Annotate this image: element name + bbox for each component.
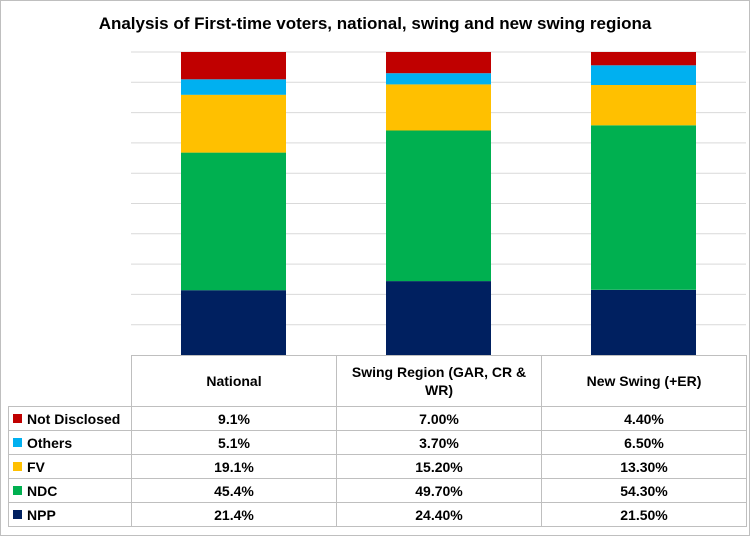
bar-segment-others	[591, 65, 696, 85]
legend-label: FV	[27, 458, 45, 475]
data-label: 19.1%	[131, 454, 337, 479]
legend-label: Others	[27, 434, 73, 451]
data-label: 3.70%	[336, 430, 542, 455]
bar-segment-not-disclosed	[386, 52, 491, 74]
legend-entry-others: Others	[8, 430, 132, 455]
bar-segment-fv	[591, 85, 696, 126]
table-row-others: Others 5.1% 3.70% 6.50%	[8, 430, 747, 455]
table-body: Not Disclosed 9.1% 7.00% 4.40% Others 5.1% 3.7…	[8, 406, 747, 527]
stacked-bars	[181, 52, 696, 355]
data-label: 45.4%	[131, 478, 337, 503]
legend-key-fv	[13, 462, 22, 472]
bar-segment-npp	[591, 289, 696, 355]
data-label: 54.30%	[541, 478, 747, 503]
data-label: 5.1%	[131, 430, 337, 455]
data-label: 13.30%	[541, 454, 747, 479]
table-header-row: National Swing Region (GAR, CR & WR) New…	[8, 355, 747, 407]
table-row-ndc: NDC 45.4% 49.70% 54.30%	[8, 478, 747, 503]
bar-segment-npp	[181, 290, 286, 355]
legend-entry-not-disclosed: Not Disclosed	[8, 406, 132, 431]
bar-segment-fv	[386, 84, 491, 131]
table-row-fv: FV 19.1% 15.20% 13.30%	[8, 454, 747, 479]
legend-key-not-disclosed	[13, 414, 22, 424]
table-corner-cell	[8, 355, 132, 407]
legend-entry-ndc: NDC	[8, 478, 132, 503]
data-label: 49.70%	[336, 478, 542, 503]
data-label: 21.4%	[131, 502, 337, 527]
data-label: 7.00%	[336, 406, 542, 431]
bar-segment-npp	[386, 281, 491, 355]
bar-segment-not-disclosed	[181, 52, 286, 80]
legend-key-npp	[13, 510, 22, 520]
chart-title: Analysis of First-time voters, national,…	[98, 14, 652, 33]
data-label: 4.40%	[541, 406, 747, 431]
table-row-not-disclosed: Not Disclosed 9.1% 7.00% 4.40%	[8, 406, 747, 431]
bar-segment-not-disclosed	[591, 52, 696, 66]
legend-key-others	[13, 438, 22, 448]
data-table: National Swing Region (GAR, CR & WR) New…	[8, 355, 747, 527]
data-label: 24.40%	[336, 502, 542, 527]
table-column-header: National	[131, 355, 337, 407]
bar-segment-others	[181, 79, 286, 95]
legend-label: NPP	[27, 506, 56, 523]
legend-entry-npp: NPP	[8, 502, 132, 527]
bar-segment-ndc	[591, 125, 696, 290]
table-column-header: New Swing (+ER)	[541, 355, 747, 407]
table-column-header: Swing Region (GAR, CR & WR)	[336, 355, 542, 407]
bar-segment-others	[386, 73, 491, 85]
bar-segment-fv	[181, 94, 286, 153]
legend-label: Not Disclosed	[27, 410, 121, 427]
table-row-npp: NPP 21.4% 24.40% 21.50%	[8, 502, 747, 527]
legend-entry-fv: FV	[8, 454, 132, 479]
legend-key-ndc	[13, 486, 22, 496]
bar-segment-ndc	[181, 152, 286, 291]
data-label: 21.50%	[541, 502, 747, 527]
data-label: 9.1%	[131, 406, 337, 431]
data-label: 6.50%	[541, 430, 747, 455]
legend-label: NDC	[27, 482, 58, 499]
bar-segment-ndc	[386, 130, 491, 282]
data-label: 15.20%	[336, 454, 542, 479]
